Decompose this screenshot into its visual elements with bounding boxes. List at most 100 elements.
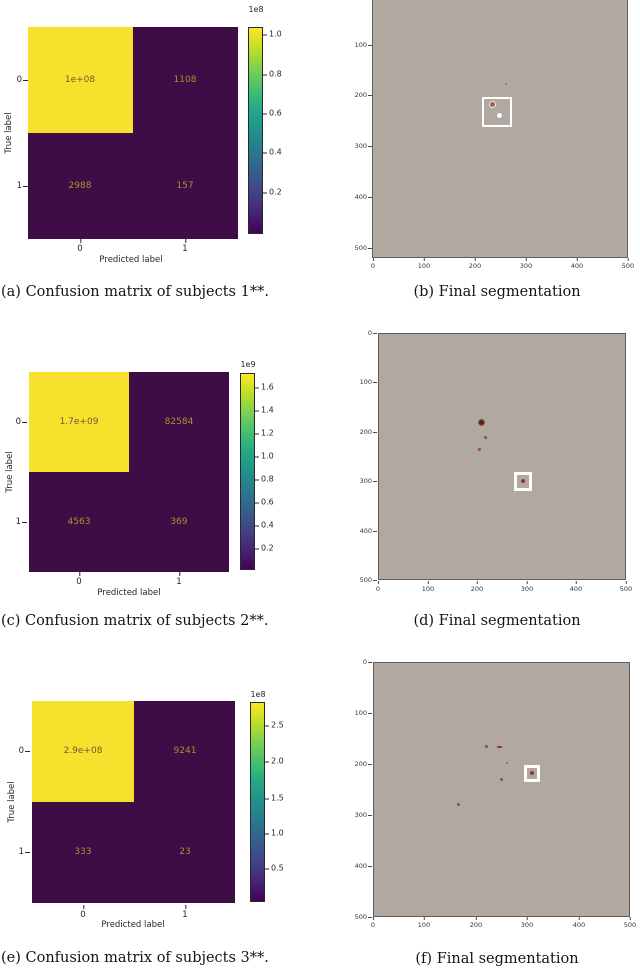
- colorbar-tick-label: 0.6: [255, 497, 274, 507]
- y-tick-label: 1: [10, 847, 30, 857]
- y-tick-label: 1: [8, 181, 28, 191]
- colorbar-tick-label: 0.4: [263, 147, 282, 157]
- x-tick-label: 100: [421, 581, 435, 593]
- segmentation-speck: [506, 762, 508, 764]
- x-tick-label: 400: [569, 581, 583, 593]
- y-tick-label: 1: [7, 517, 27, 527]
- colorbar-tick-label: 1.4: [255, 405, 274, 415]
- y-tick-label: 400: [347, 862, 372, 870]
- subfigure-caption: (c) Confusion matrix of subjects 2**.: [1, 613, 269, 629]
- x-axis-label: Predicted label: [97, 588, 161, 598]
- cell-value: 82584: [164, 417, 194, 427]
- y-tick-label: 200: [347, 91, 372, 99]
- segmentation-dot: [521, 479, 525, 483]
- y-tick-label: 0: [352, 329, 377, 337]
- cell-value: 4563: [67, 517, 91, 527]
- segmentation-speck: [500, 778, 503, 781]
- segmentation-image: [378, 333, 626, 580]
- segmentation-speck: [478, 448, 481, 451]
- x-tick-label: 200: [469, 917, 483, 929]
- segmentation-image: [372, 0, 628, 258]
- x-tick-label: 200: [468, 258, 482, 270]
- colorbar-tick-label: 0.4: [255, 520, 274, 530]
- x-tick-label: 400: [572, 917, 586, 929]
- segmentation-ring: [489, 101, 496, 108]
- x-tick-label: 500: [619, 581, 633, 593]
- segmentation-speck: [485, 745, 488, 748]
- segmentation-speck: [484, 436, 487, 439]
- x-tick-label: 0: [370, 917, 376, 929]
- y-tick-label: 100: [352, 378, 377, 386]
- colorbar-tick-label: 0.5: [265, 863, 284, 873]
- y-tick-label: 500: [347, 913, 372, 921]
- x-tick-label: 0: [77, 239, 83, 254]
- colorbar-tick-label: 1.6: [255, 382, 274, 392]
- x-tick-label: 500: [623, 917, 637, 929]
- segmentation-dash: [497, 746, 502, 748]
- y-tick-label: 300: [347, 142, 372, 150]
- cell-value: 1108: [173, 75, 197, 85]
- cell-value: 2988: [68, 181, 92, 191]
- highlight-box: [514, 472, 532, 491]
- cell-value: 369: [170, 517, 188, 527]
- segmentation-dot: [530, 771, 534, 775]
- colorbar-tick-label: 0.8: [255, 474, 274, 484]
- colorbar-tick-label: 0.8: [263, 69, 282, 79]
- segmentation-speck: [457, 803, 460, 806]
- cell-value: 1.7e+09: [59, 417, 99, 427]
- segmentation-image: [373, 662, 630, 917]
- y-tick-label: 0: [7, 417, 27, 427]
- y-tick-label: 0: [10, 746, 30, 756]
- segmentation-dot: [497, 113, 502, 118]
- colorbar-tick-label: 1.2: [255, 428, 274, 438]
- y-tick-label: 0: [8, 75, 28, 85]
- heatmap-cell-max: [32, 701, 134, 802]
- heatmap-cell-max: [29, 372, 129, 472]
- x-tick-label: 0: [76, 572, 82, 587]
- x-tick-label: 500: [621, 258, 635, 270]
- y-tick-label: 400: [347, 193, 372, 201]
- subfigure-caption: (f) Final segmentation: [415, 951, 579, 967]
- y-tick-label: 400: [352, 527, 377, 535]
- cell-value: 2.9e+08: [63, 746, 103, 756]
- colorbar-exponent: 1e8: [248, 5, 264, 14]
- segmentation-dot: [479, 420, 484, 425]
- highlight-box: [482, 97, 512, 127]
- x-tick-label: 400: [570, 258, 584, 270]
- colorbar-exponent: 1e8: [250, 690, 266, 699]
- x-tick-label: 200: [470, 581, 484, 593]
- colorbar-tick-label: 0.2: [263, 187, 282, 197]
- x-tick-label: 100: [417, 258, 431, 270]
- colorbar-tick-label: 0.6: [263, 108, 282, 118]
- x-axis-label: Predicted label: [101, 920, 165, 930]
- x-tick-label: 1: [182, 239, 188, 254]
- x-tick-label: 0: [370, 258, 376, 270]
- segmentation-speck: [505, 83, 507, 85]
- subfigure-caption: (b) Final segmentation: [413, 284, 581, 300]
- colorbar-tick-label: 2.0: [265, 756, 284, 766]
- cell-value: 333: [74, 847, 92, 857]
- y-axis-label: True label: [5, 451, 15, 493]
- x-tick-label: 300: [520, 581, 534, 593]
- y-tick-label: 200: [347, 760, 372, 768]
- colorbar-exponent: 1e9: [240, 360, 256, 369]
- colorbar-tick-label: 1.0: [255, 451, 274, 461]
- highlight-box: [524, 765, 540, 782]
- cell-value: 9241: [173, 746, 197, 756]
- x-tick-label: 300: [519, 258, 533, 270]
- heatmap-area: [28, 27, 238, 239]
- colorbar: [248, 27, 263, 234]
- colorbar: [240, 373, 255, 570]
- colorbar: [250, 702, 265, 902]
- subfigure-caption: (a) Confusion matrix of subjects 1**.: [1, 284, 269, 300]
- y-tick-label: 300: [352, 477, 377, 485]
- y-tick-label: 200: [352, 428, 377, 436]
- y-axis-label: True label: [7, 781, 17, 823]
- y-axis-label: True label: [4, 112, 14, 154]
- x-tick-label: 0: [375, 581, 381, 593]
- y-tick-label: 0: [347, 658, 372, 666]
- colorbar-tick-label: 2.5: [265, 720, 284, 730]
- y-tick-label: 300: [347, 811, 372, 819]
- subfigure-caption: (d) Final segmentation: [413, 613, 581, 629]
